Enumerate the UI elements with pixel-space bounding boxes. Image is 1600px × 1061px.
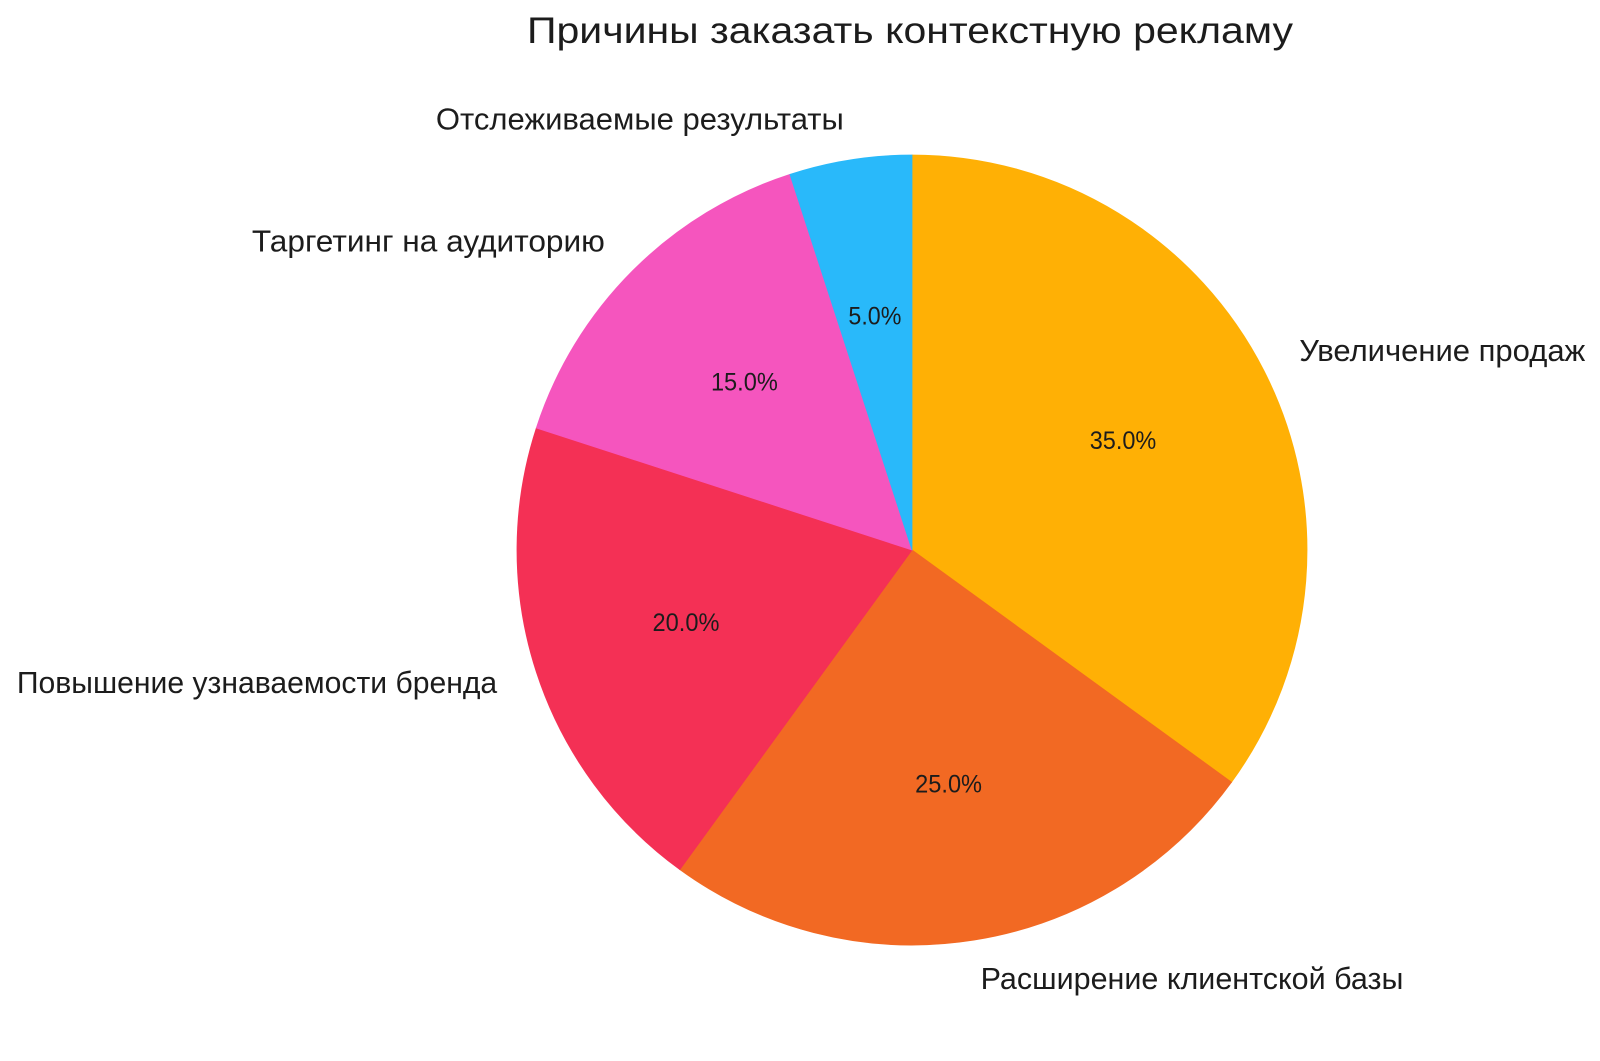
svg-text:Отслеживаемые результаты: Отслеживаемые результаты <box>436 101 844 136</box>
svg-text:Увеличение продаж: Увеличение продаж <box>1299 333 1585 368</box>
svg-text:Таргетинг на аудиторию: Таргетинг на аудиторию <box>252 223 605 258</box>
svg-text:5.0%: 5.0% <box>848 302 901 330</box>
svg-text:Причины заказать контекстную р: Причины заказать контекстную рекламу <box>527 10 1294 51</box>
svg-text:20.0%: 20.0% <box>653 609 720 637</box>
svg-text:25.0%: 25.0% <box>915 770 982 798</box>
svg-text:15.0%: 15.0% <box>711 369 778 397</box>
svg-text:35.0%: 35.0% <box>1090 427 1157 455</box>
svg-text:Повышение узнаваемости бренда: Повышение узнаваемости бренда <box>17 665 498 700</box>
svg-text:Расширение клиентской базы: Расширение клиентской базы <box>981 961 1404 996</box>
